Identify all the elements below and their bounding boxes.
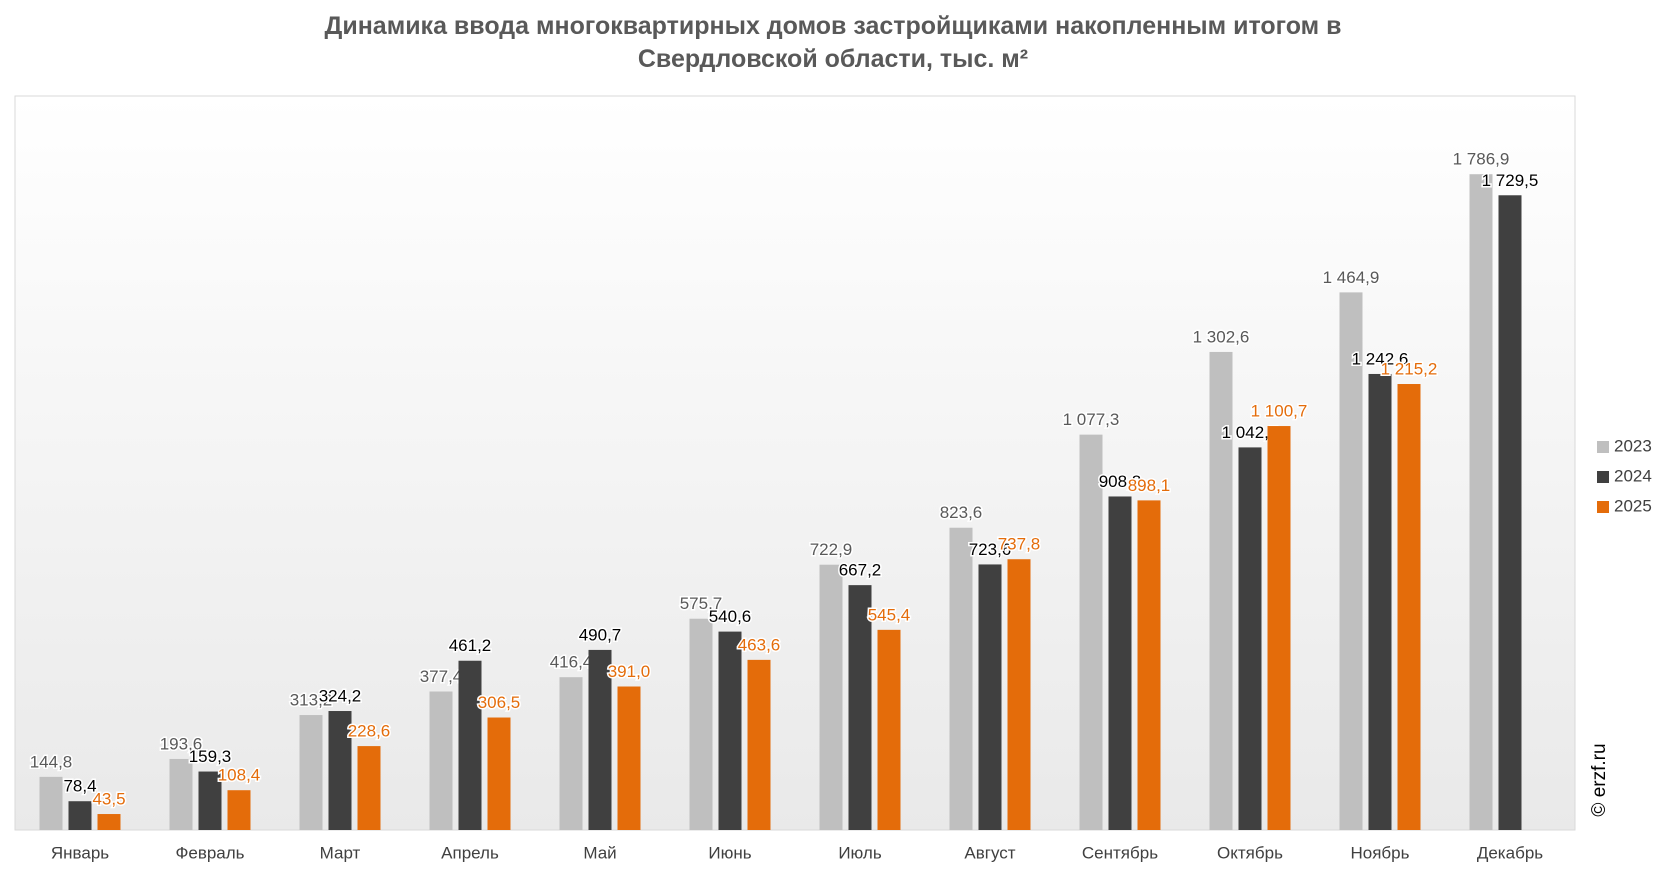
data-label: 667,2 bbox=[839, 561, 882, 580]
data-label: 377,4 bbox=[420, 667, 463, 686]
data-label: 313,2 bbox=[290, 691, 333, 710]
data-label: 490,7 bbox=[579, 625, 622, 644]
data-label: 324,2 bbox=[319, 687, 362, 706]
bar bbox=[169, 758, 193, 830]
bar bbox=[1209, 351, 1233, 830]
bar bbox=[357, 746, 381, 830]
x-tick-label: Декабрь bbox=[1477, 843, 1543, 862]
data-label: 545,4 bbox=[868, 605, 911, 624]
data-label: 898,1 bbox=[1128, 476, 1171, 495]
data-label: 463,6 bbox=[738, 635, 781, 654]
bar bbox=[1007, 559, 1031, 830]
x-tick-label: Ноябрь bbox=[1351, 843, 1410, 862]
bar bbox=[1238, 447, 1262, 830]
bar bbox=[97, 814, 121, 830]
bar bbox=[1498, 195, 1522, 830]
data-label: 1 729,5 bbox=[1482, 171, 1539, 190]
bar bbox=[299, 715, 323, 830]
x-tick-label: Май bbox=[583, 843, 616, 862]
data-label: 737,8 bbox=[998, 535, 1041, 554]
data-label: 159,3 bbox=[189, 747, 232, 766]
bar bbox=[949, 527, 973, 830]
data-label: 391,0 bbox=[608, 662, 651, 681]
data-label: 908,8 bbox=[1099, 472, 1142, 491]
data-label: 461,2 bbox=[449, 636, 492, 655]
bar bbox=[1368, 373, 1392, 830]
x-tick-label: Октябрь bbox=[1217, 843, 1283, 862]
bar bbox=[328, 711, 352, 830]
chart-title: Динамика ввода многоквартирных домов зас… bbox=[324, 12, 1342, 73]
data-label: 1 100,7 bbox=[1251, 402, 1308, 421]
x-tick-label: Сентябрь bbox=[1082, 843, 1158, 862]
bar bbox=[1267, 426, 1291, 830]
legend-swatch bbox=[1597, 501, 1609, 513]
data-label: 1 077,3 bbox=[1063, 410, 1120, 429]
bar bbox=[1397, 384, 1421, 830]
bar bbox=[39, 776, 63, 830]
bar bbox=[747, 659, 771, 830]
bar bbox=[1079, 434, 1103, 830]
bar bbox=[1108, 496, 1132, 830]
bar bbox=[227, 790, 251, 830]
x-tick-label: Январь bbox=[51, 843, 109, 862]
x-tick-label: Август bbox=[964, 843, 1015, 862]
bar bbox=[458, 660, 482, 830]
legend-swatch bbox=[1597, 441, 1609, 453]
bar bbox=[877, 629, 901, 830]
data-label: 144,8 bbox=[30, 752, 73, 771]
plot-area bbox=[14, 95, 1576, 831]
data-label: 723,6 bbox=[969, 540, 1012, 559]
data-label: 306,5 bbox=[478, 693, 521, 712]
bar bbox=[689, 618, 713, 830]
bar bbox=[1339, 292, 1363, 830]
x-tick-label: Июнь bbox=[708, 843, 751, 862]
data-label: 722,9 bbox=[810, 540, 853, 559]
legend-swatch bbox=[1597, 471, 1609, 483]
data-label: 1 215,2 bbox=[1381, 360, 1438, 379]
data-label: 108,4 bbox=[218, 766, 261, 785]
data-label: 540,6 bbox=[709, 607, 752, 626]
data-label: 43,5 bbox=[92, 790, 125, 809]
bar bbox=[559, 677, 583, 830]
bar bbox=[429, 691, 453, 830]
bar bbox=[718, 631, 742, 830]
data-label: 575,7 bbox=[680, 594, 723, 613]
legend-label: 2023 bbox=[1614, 436, 1652, 455]
data-label: 1 786,9 bbox=[1453, 150, 1510, 169]
x-tick-label: Июль bbox=[838, 843, 882, 862]
bar bbox=[819, 564, 843, 830]
bar bbox=[588, 649, 612, 830]
bar bbox=[1137, 500, 1161, 830]
bar bbox=[198, 771, 222, 830]
data-label: 823,6 bbox=[940, 503, 983, 522]
data-label: 78,4 bbox=[63, 777, 96, 796]
data-label: 1 302,6 bbox=[1193, 327, 1250, 346]
legend-label: 2025 bbox=[1614, 496, 1652, 515]
x-tick-label: Апрель bbox=[441, 843, 499, 862]
bar bbox=[848, 585, 872, 830]
data-label: 228,6 bbox=[348, 722, 391, 741]
bar bbox=[1469, 174, 1493, 830]
watermark: © erzf.ru bbox=[1589, 743, 1610, 816]
data-label: 416,4 bbox=[550, 653, 593, 672]
bar bbox=[487, 717, 511, 830]
data-label: 1 042,5 bbox=[1222, 423, 1279, 442]
bar bbox=[617, 686, 641, 830]
data-label: 193,6 bbox=[160, 734, 203, 753]
x-tick-label: Февраль bbox=[175, 843, 244, 862]
x-tick-label: Март bbox=[320, 843, 361, 862]
data-label: 1 242,6 bbox=[1352, 349, 1409, 368]
bar bbox=[68, 801, 92, 830]
legend-label: 2024 bbox=[1614, 466, 1652, 485]
data-label: 1 464,9 bbox=[1323, 268, 1380, 287]
bar bbox=[978, 564, 1002, 830]
